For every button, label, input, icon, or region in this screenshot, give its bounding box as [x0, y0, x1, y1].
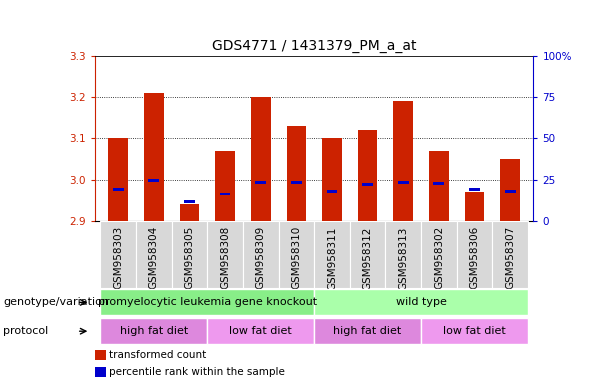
Text: GSM958304: GSM958304 — [149, 226, 159, 290]
Text: GSM958307: GSM958307 — [505, 226, 515, 290]
Bar — [101, 290, 314, 315]
Bar — [504, 190, 516, 192]
Bar — [457, 221, 492, 288]
Bar — [386, 221, 421, 288]
Bar — [314, 221, 350, 288]
Bar — [314, 290, 528, 315]
Bar — [207, 318, 314, 344]
Text: GSM958306: GSM958306 — [470, 226, 479, 290]
Text: high fat diet: high fat diet — [120, 326, 188, 336]
Bar — [398, 181, 409, 184]
Bar — [394, 101, 413, 221]
Text: low fat diet: low fat diet — [443, 326, 506, 336]
Bar — [180, 204, 199, 221]
Bar — [322, 138, 342, 221]
Text: GSM958312: GSM958312 — [363, 226, 373, 290]
Title: GDS4771 / 1431379_PM_a_at: GDS4771 / 1431379_PM_a_at — [212, 39, 416, 53]
Bar — [148, 179, 159, 182]
Bar — [429, 151, 449, 221]
Bar — [172, 221, 207, 288]
Bar — [314, 318, 421, 344]
Text: GSM958309: GSM958309 — [256, 226, 265, 290]
Bar — [421, 221, 457, 288]
Bar — [207, 221, 243, 288]
Text: protocol: protocol — [3, 326, 48, 336]
Bar — [184, 200, 195, 203]
Bar — [95, 350, 105, 360]
Bar — [215, 151, 235, 221]
Bar — [136, 221, 172, 288]
Text: GSM958313: GSM958313 — [398, 226, 408, 290]
Text: percentile rank within the sample: percentile rank within the sample — [110, 367, 286, 377]
Bar — [500, 159, 520, 221]
Text: GSM958308: GSM958308 — [220, 226, 230, 290]
Text: low fat diet: low fat diet — [229, 326, 292, 336]
Bar — [144, 93, 164, 221]
Bar — [327, 190, 337, 192]
Text: genotype/variation: genotype/variation — [3, 297, 109, 308]
Bar — [278, 221, 314, 288]
Bar — [256, 181, 266, 184]
Bar — [291, 181, 302, 184]
Bar — [243, 221, 278, 288]
Text: transformed count: transformed count — [110, 350, 207, 360]
Bar — [251, 97, 270, 221]
Text: GSM958302: GSM958302 — [434, 226, 444, 290]
Text: GSM958311: GSM958311 — [327, 226, 337, 290]
Text: promyelocytic leukemia gene knockout: promyelocytic leukemia gene knockout — [97, 297, 317, 307]
Bar — [101, 221, 136, 288]
Text: high fat diet: high fat diet — [333, 326, 402, 336]
Bar — [219, 192, 230, 195]
Bar — [358, 130, 378, 221]
Bar — [465, 192, 484, 221]
Bar — [469, 189, 480, 191]
Text: GSM958303: GSM958303 — [113, 226, 123, 290]
Bar — [421, 318, 528, 344]
Text: GSM958305: GSM958305 — [185, 226, 194, 290]
Bar — [350, 221, 386, 288]
Bar — [101, 318, 207, 344]
Bar — [286, 126, 306, 221]
Text: GSM958310: GSM958310 — [291, 226, 302, 290]
Bar — [95, 367, 105, 377]
Bar — [362, 183, 373, 186]
Bar — [113, 189, 124, 191]
Bar — [109, 138, 128, 221]
Bar — [433, 182, 444, 185]
Bar — [492, 221, 528, 288]
Text: wild type: wild type — [395, 297, 446, 307]
